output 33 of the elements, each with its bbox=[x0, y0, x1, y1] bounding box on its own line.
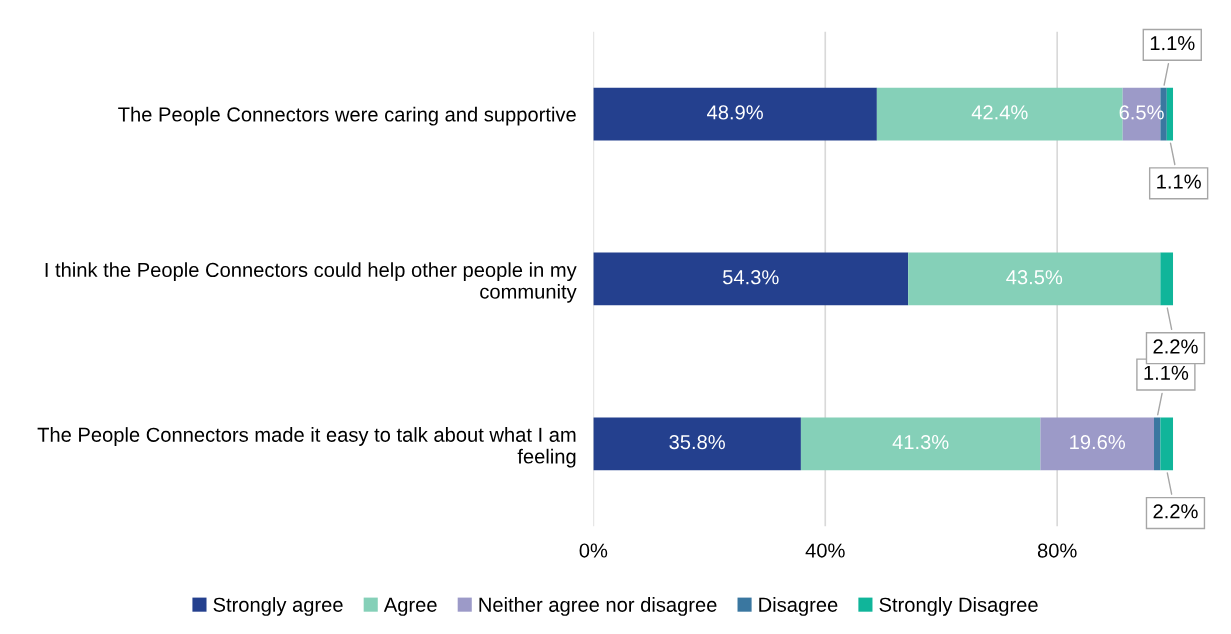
data-label: 42.4% bbox=[971, 105, 1028, 120]
data-label: 19.6% bbox=[1070, 434, 1126, 450]
bar bbox=[593, 252, 909, 306]
legend-label: Neither agree nor disagree bbox=[479, 597, 717, 616]
bar bbox=[1160, 417, 1174, 471]
data-label: 1.1% bbox=[1144, 365, 1189, 380]
bar bbox=[1160, 252, 1174, 306]
x-tick-label: 80% bbox=[1037, 543, 1077, 558]
data-label: 43.5% bbox=[1006, 270, 1063, 285]
data-label: 35.8% bbox=[669, 434, 725, 450]
y-tick-label: I think the People Connectors could help other people in my community bbox=[45, 262, 577, 303]
data-label: 48.9% bbox=[707, 105, 763, 120]
legend-label: Disagree bbox=[759, 597, 838, 616]
bar bbox=[908, 252, 1161, 306]
legend-label: Strongly Disagree bbox=[879, 597, 1038, 616]
y-tick-label: The People Connectors were caring and supportive bbox=[118, 106, 576, 126]
x-tick-label: 0% bbox=[579, 543, 608, 558]
bar bbox=[800, 417, 1041, 471]
legend-label: Strongly agree bbox=[213, 597, 343, 616]
bar bbox=[593, 87, 877, 141]
x-tick-label: 40% bbox=[805, 543, 845, 558]
data-label: 2.2% bbox=[1153, 339, 1198, 354]
data-label: 41.3% bbox=[892, 434, 949, 450]
data-label: 1.1% bbox=[1157, 174, 1201, 189]
bar bbox=[1166, 87, 1174, 141]
bar bbox=[593, 417, 801, 471]
legend-label: Agree bbox=[383, 597, 437, 616]
bar bbox=[1154, 417, 1161, 471]
y-tick-label: The People Connectors made it easy to talk about what I am feeling bbox=[37, 427, 576, 468]
data-label: 54.3% bbox=[723, 270, 779, 285]
data-label: 1.1% bbox=[1150, 36, 1195, 51]
bar bbox=[1040, 417, 1155, 471]
data-label: 2.2% bbox=[1153, 504, 1198, 519]
